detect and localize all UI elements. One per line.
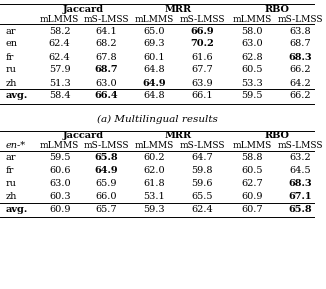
- Text: 64.7: 64.7: [191, 153, 213, 162]
- Text: zh: zh: [6, 192, 17, 201]
- Text: 66.2: 66.2: [290, 66, 311, 75]
- Text: mLMMS: mLMMS: [135, 142, 174, 151]
- Text: 70.2: 70.2: [190, 40, 214, 49]
- Text: 59.6: 59.6: [192, 179, 213, 188]
- Text: 66.4: 66.4: [94, 92, 118, 101]
- Text: zh: zh: [6, 79, 17, 88]
- Text: RBO: RBO: [264, 5, 289, 14]
- Text: 63.9: 63.9: [191, 79, 213, 88]
- Text: 63.0: 63.0: [95, 79, 117, 88]
- Text: 64.9: 64.9: [142, 79, 166, 88]
- Text: 64.8: 64.8: [143, 92, 165, 101]
- Text: 58.8: 58.8: [242, 153, 263, 162]
- Text: 63.0: 63.0: [242, 40, 263, 49]
- Text: 60.5: 60.5: [242, 166, 263, 175]
- Text: ru: ru: [6, 66, 17, 75]
- Text: RBO: RBO: [264, 131, 289, 140]
- Text: 64.1: 64.1: [95, 27, 117, 36]
- Text: MRR: MRR: [165, 131, 192, 140]
- Text: 60.3: 60.3: [49, 192, 70, 201]
- Text: 66.1: 66.1: [191, 92, 213, 101]
- Text: 63.8: 63.8: [290, 27, 311, 36]
- Text: 67.8: 67.8: [95, 53, 117, 62]
- Text: 63.0: 63.0: [49, 179, 70, 188]
- Text: mS-LMSS: mS-LMSS: [83, 15, 129, 24]
- Text: mS-LMSS: mS-LMSS: [278, 142, 323, 151]
- Text: 67.7: 67.7: [191, 66, 213, 75]
- Text: 53.1: 53.1: [143, 192, 165, 201]
- Text: 64.8: 64.8: [143, 66, 165, 75]
- Text: 60.5: 60.5: [242, 66, 263, 75]
- Text: 69.3: 69.3: [143, 40, 165, 49]
- Text: 59.5: 59.5: [242, 92, 263, 101]
- Text: 58.0: 58.0: [242, 27, 263, 36]
- Text: mLMMS: mLMMS: [40, 142, 79, 151]
- Text: 62.4: 62.4: [49, 40, 71, 49]
- Text: ar: ar: [6, 153, 16, 162]
- Text: ar: ar: [6, 27, 16, 36]
- Text: avg.: avg.: [6, 205, 28, 214]
- Text: 62.7: 62.7: [242, 179, 263, 188]
- Text: Jaccard: Jaccard: [62, 5, 103, 14]
- Text: 66.2: 66.2: [290, 92, 311, 101]
- Text: (a) Multilingual results: (a) Multilingual results: [96, 114, 217, 124]
- Text: mLMMS: mLMMS: [233, 142, 272, 151]
- Text: 60.2: 60.2: [143, 153, 165, 162]
- Text: 62.4: 62.4: [49, 53, 71, 62]
- Text: 66.0: 66.0: [95, 192, 117, 201]
- Text: Jaccard: Jaccard: [62, 131, 103, 140]
- Text: 58.4: 58.4: [49, 92, 70, 101]
- Text: 62.4: 62.4: [191, 205, 213, 214]
- Text: 64.5: 64.5: [290, 166, 311, 175]
- Text: 66.9: 66.9: [190, 27, 214, 36]
- Text: 65.0: 65.0: [143, 27, 165, 36]
- Text: MRR: MRR: [165, 5, 192, 14]
- Text: 65.7: 65.7: [95, 205, 117, 214]
- Text: mLMMS: mLMMS: [135, 15, 174, 24]
- Text: 62.0: 62.0: [143, 166, 165, 175]
- Text: 62.8: 62.8: [242, 53, 263, 62]
- Text: 59.3: 59.3: [143, 205, 165, 214]
- Text: 65.5: 65.5: [192, 192, 213, 201]
- Text: 53.3: 53.3: [242, 79, 263, 88]
- Text: 60.6: 60.6: [49, 166, 70, 175]
- Text: 61.6: 61.6: [191, 53, 213, 62]
- Text: 68.3: 68.3: [289, 53, 312, 62]
- Text: en: en: [6, 40, 18, 49]
- Text: 64.2: 64.2: [290, 79, 311, 88]
- Text: 63.2: 63.2: [290, 153, 311, 162]
- Text: 65.8: 65.8: [94, 153, 118, 162]
- Text: 67.1: 67.1: [289, 192, 312, 201]
- Text: 65.8: 65.8: [289, 205, 312, 214]
- Text: 65.9: 65.9: [95, 179, 117, 188]
- Text: fr: fr: [6, 53, 14, 62]
- Text: 68.7: 68.7: [290, 40, 311, 49]
- Text: ru: ru: [6, 179, 17, 188]
- Text: 61.8: 61.8: [143, 179, 165, 188]
- Text: mS-LMSS: mS-LMSS: [180, 15, 225, 24]
- Text: 60.9: 60.9: [49, 205, 70, 214]
- Text: en-*: en-*: [6, 142, 26, 151]
- Text: fr: fr: [6, 166, 14, 175]
- Text: mS-LMSS: mS-LMSS: [83, 142, 129, 151]
- Text: 64.9: 64.9: [94, 166, 118, 175]
- Text: 59.8: 59.8: [192, 166, 213, 175]
- Text: mS-LMSS: mS-LMSS: [278, 15, 323, 24]
- Text: 58.2: 58.2: [49, 27, 70, 36]
- Text: 68.7: 68.7: [94, 66, 118, 75]
- Text: mLMMS: mLMMS: [40, 15, 79, 24]
- Text: 68.2: 68.2: [95, 40, 117, 49]
- Text: avg.: avg.: [6, 92, 28, 101]
- Text: 60.1: 60.1: [143, 53, 165, 62]
- Text: 57.9: 57.9: [49, 66, 70, 75]
- Text: mS-LMSS: mS-LMSS: [180, 142, 225, 151]
- Text: 60.7: 60.7: [242, 205, 263, 214]
- Text: mLMMS: mLMMS: [233, 15, 272, 24]
- Text: 51.3: 51.3: [49, 79, 71, 88]
- Text: 59.5: 59.5: [49, 153, 70, 162]
- Text: 60.9: 60.9: [242, 192, 263, 201]
- Text: 68.3: 68.3: [289, 179, 312, 188]
